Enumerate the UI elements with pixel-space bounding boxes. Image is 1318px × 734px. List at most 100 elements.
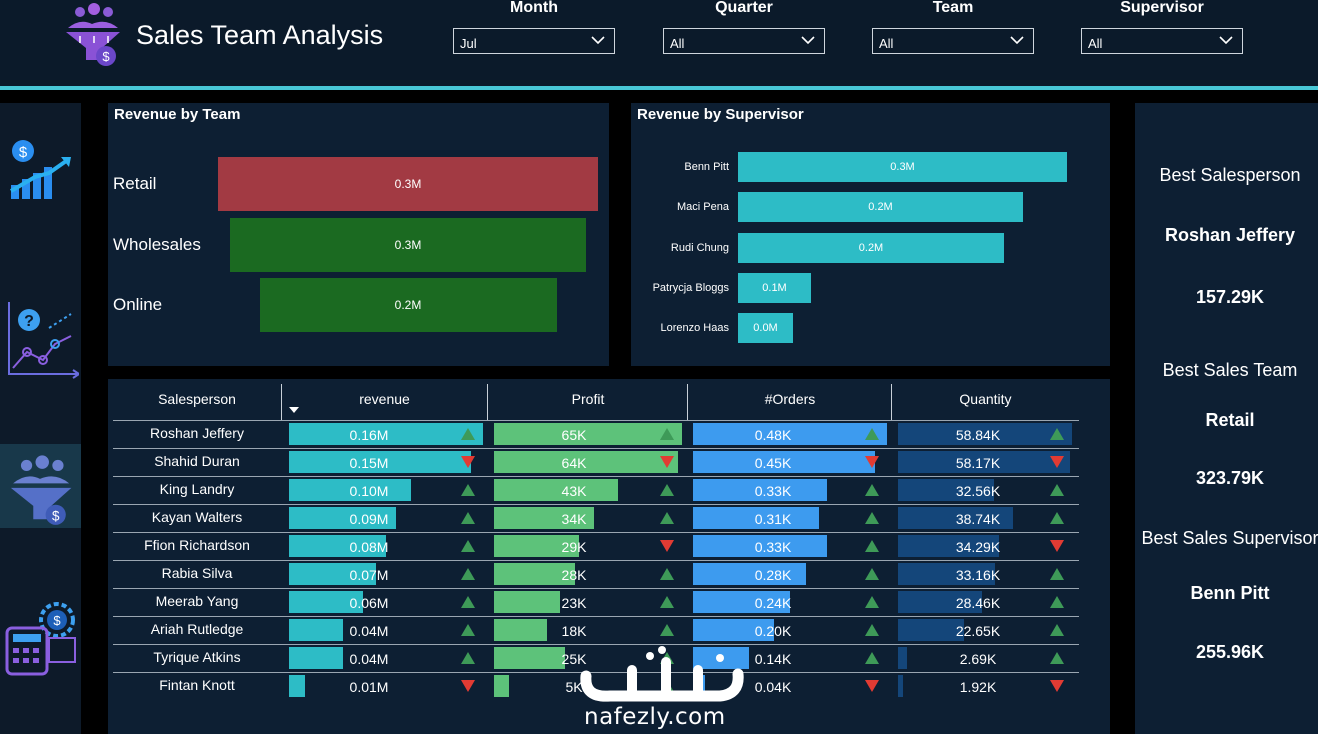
team-bar[interactable] (218, 157, 598, 211)
quantity-data-bar (898, 507, 1013, 529)
revenue-value: 0.15M (349, 455, 389, 471)
quantity-cell: 33.16K (898, 563, 1072, 585)
orders-data-bar (693, 591, 790, 613)
trend-up-icon (865, 540, 879, 552)
quantity-cell: 58.84K (898, 423, 1072, 445)
trend-down-icon (865, 680, 879, 692)
team-bar[interactable] (259, 278, 557, 332)
kpi-best-salesperson-label: Best Salesperson (1159, 165, 1301, 185)
filter-quarter: Quarter All (663, 0, 825, 54)
team-data-label: 0.3M (394, 177, 422, 191)
profit-cell: 28K (494, 563, 682, 585)
nav-analytics[interactable]: ? (0, 290, 81, 379)
table-row[interactable]: Ffion Richardson 0.08M 29K 0.33K 34.29K (113, 532, 1079, 560)
salesperson-name: Roshan Jeffery (150, 425, 244, 441)
column-header-quantity[interactable]: Quantity (959, 391, 1012, 407)
column-header-profit[interactable]: Profit (571, 391, 605, 407)
revenue-value: 0.04M (349, 651, 389, 667)
revenue-data-bar (289, 423, 483, 445)
table-row[interactable]: King Landry 0.10M 43K 0.33K 32.56K (113, 476, 1079, 504)
revenue-by-supervisor-title: Revenue by Supervisor (637, 106, 804, 123)
trend-up-icon (461, 428, 475, 440)
salesperson-name: King Landry (159, 481, 235, 497)
table-row[interactable]: Ariah Rutledge 0.04M 18K 0.20K 22.65K (113, 616, 1079, 644)
quantity-value: 58.17K (955, 455, 1001, 471)
column-header-orders[interactable]: #Orders (764, 391, 816, 407)
supervisor-bar[interactable] (738, 273, 811, 303)
revenue-value: 0.04M (349, 623, 389, 639)
orders-value: 0.24K (754, 595, 792, 611)
revenue-by-team-panel: Revenue by Team Retail 0.3M Wholesales 0.3M… (108, 103, 609, 366)
trend-up-icon (865, 568, 879, 580)
month-value: Jul (460, 36, 477, 51)
table-row[interactable]: Fintan Knott 0.01M 5K 0.04K 1.92K (113, 672, 1079, 700)
profit-value: 34K (561, 511, 587, 527)
nav-calculator[interactable]: $ (0, 590, 81, 676)
profit-data-bar (494, 423, 682, 445)
revenue-cell: 0.08M (289, 535, 483, 557)
revenue-data-bar (289, 535, 386, 557)
table-row[interactable]: Shahid Duran 0.15M 64K 0.45K 58.17K (113, 448, 1079, 476)
profit-data-bar (494, 507, 594, 529)
trend-up-icon (660, 596, 674, 608)
table-row[interactable]: Roshan Jeffery 0.16M 65K 0.48K 58.84K (113, 420, 1079, 448)
nav-revenue[interactable]: $ (0, 125, 81, 209)
salesperson-name: Meerab Yang (155, 593, 239, 609)
orders-cell: 0.31K (693, 507, 887, 529)
table-row[interactable]: Kayan Walters 0.09M 34K 0.31K 38.74K (113, 504, 1079, 532)
orders-data-bar (693, 619, 774, 641)
revenue-value: 0.08M (349, 539, 389, 555)
quantity-value: 34.29K (955, 539, 1001, 555)
supervisor-bar[interactable] (738, 152, 1067, 182)
orders-cell: 0.33K (693, 535, 887, 557)
sort-descending-icon[interactable] (289, 407, 299, 414)
revenue-value: 0.01M (349, 679, 389, 695)
team-dropdown[interactable]: All (872, 28, 1034, 54)
quantity-value: 28.46K (955, 595, 1001, 611)
trend-down-icon (660, 540, 674, 552)
column-header-revenue[interactable]: revenue (359, 391, 410, 407)
trend-up-icon (461, 484, 475, 496)
revenue-data-bar (289, 563, 376, 585)
column-divider (687, 384, 688, 420)
orders-cell: 0.48K (693, 423, 887, 445)
nav-sales-team[interactable]: $ (0, 444, 81, 528)
trend-up-icon (1050, 512, 1064, 524)
supervisor-category-label: Lorenzo Haas (660, 322, 730, 334)
revenue-data-bar (289, 507, 396, 529)
supervisor-bar[interactable] (738, 313, 793, 343)
chevron-down-icon (591, 36, 605, 45)
profit-data-bar (494, 535, 579, 557)
calculator-gear-icon: $ (5, 602, 76, 676)
column-header-salesperson[interactable]: Salesperson (158, 391, 236, 407)
revenue-growth-icon: $ (9, 140, 71, 199)
profit-value: 5K (565, 679, 583, 695)
month-dropdown[interactable]: Jul (453, 28, 615, 54)
orders-cell: 0.33K (693, 479, 887, 501)
trend-up-icon (865, 484, 879, 496)
table-row[interactable]: Rabia Silva 0.07M 28K 0.28K 33.16K (113, 560, 1079, 588)
left-navigation: $ ? $ (0, 103, 81, 734)
supervisor-dropdown[interactable]: All (1081, 28, 1243, 54)
team-bar[interactable] (230, 218, 586, 272)
header-divider (0, 86, 1318, 90)
profit-data-bar (494, 451, 678, 473)
trend-up-icon (660, 428, 674, 440)
trend-up-icon (865, 652, 879, 664)
quarter-dropdown[interactable]: All (663, 28, 825, 54)
watermark: nafezly.com (570, 640, 750, 734)
supervisor-bar[interactable] (738, 192, 1023, 222)
table-row[interactable]: Meerab Yang 0.06M 23K 0.24K 28.46K (113, 588, 1079, 616)
orders-data-bar (693, 451, 875, 473)
supervisor-data-label: 0.0M (753, 322, 778, 334)
supervisor-value: All (1088, 36, 1103, 51)
quantity-cell: 34.29K (898, 535, 1072, 557)
quantity-cell: 38.74K (898, 507, 1072, 529)
supervisor-bar[interactable] (738, 233, 1004, 263)
trend-up-icon (461, 568, 475, 580)
filter-supervisor: Supervisor All (1081, 0, 1243, 54)
salesperson-name: Tyrique Atkins (153, 649, 241, 665)
orders-value: 0.31K (754, 511, 792, 527)
svg-text:$: $ (53, 613, 61, 628)
sales-team-funnel-icon: $ (66, 3, 120, 66)
